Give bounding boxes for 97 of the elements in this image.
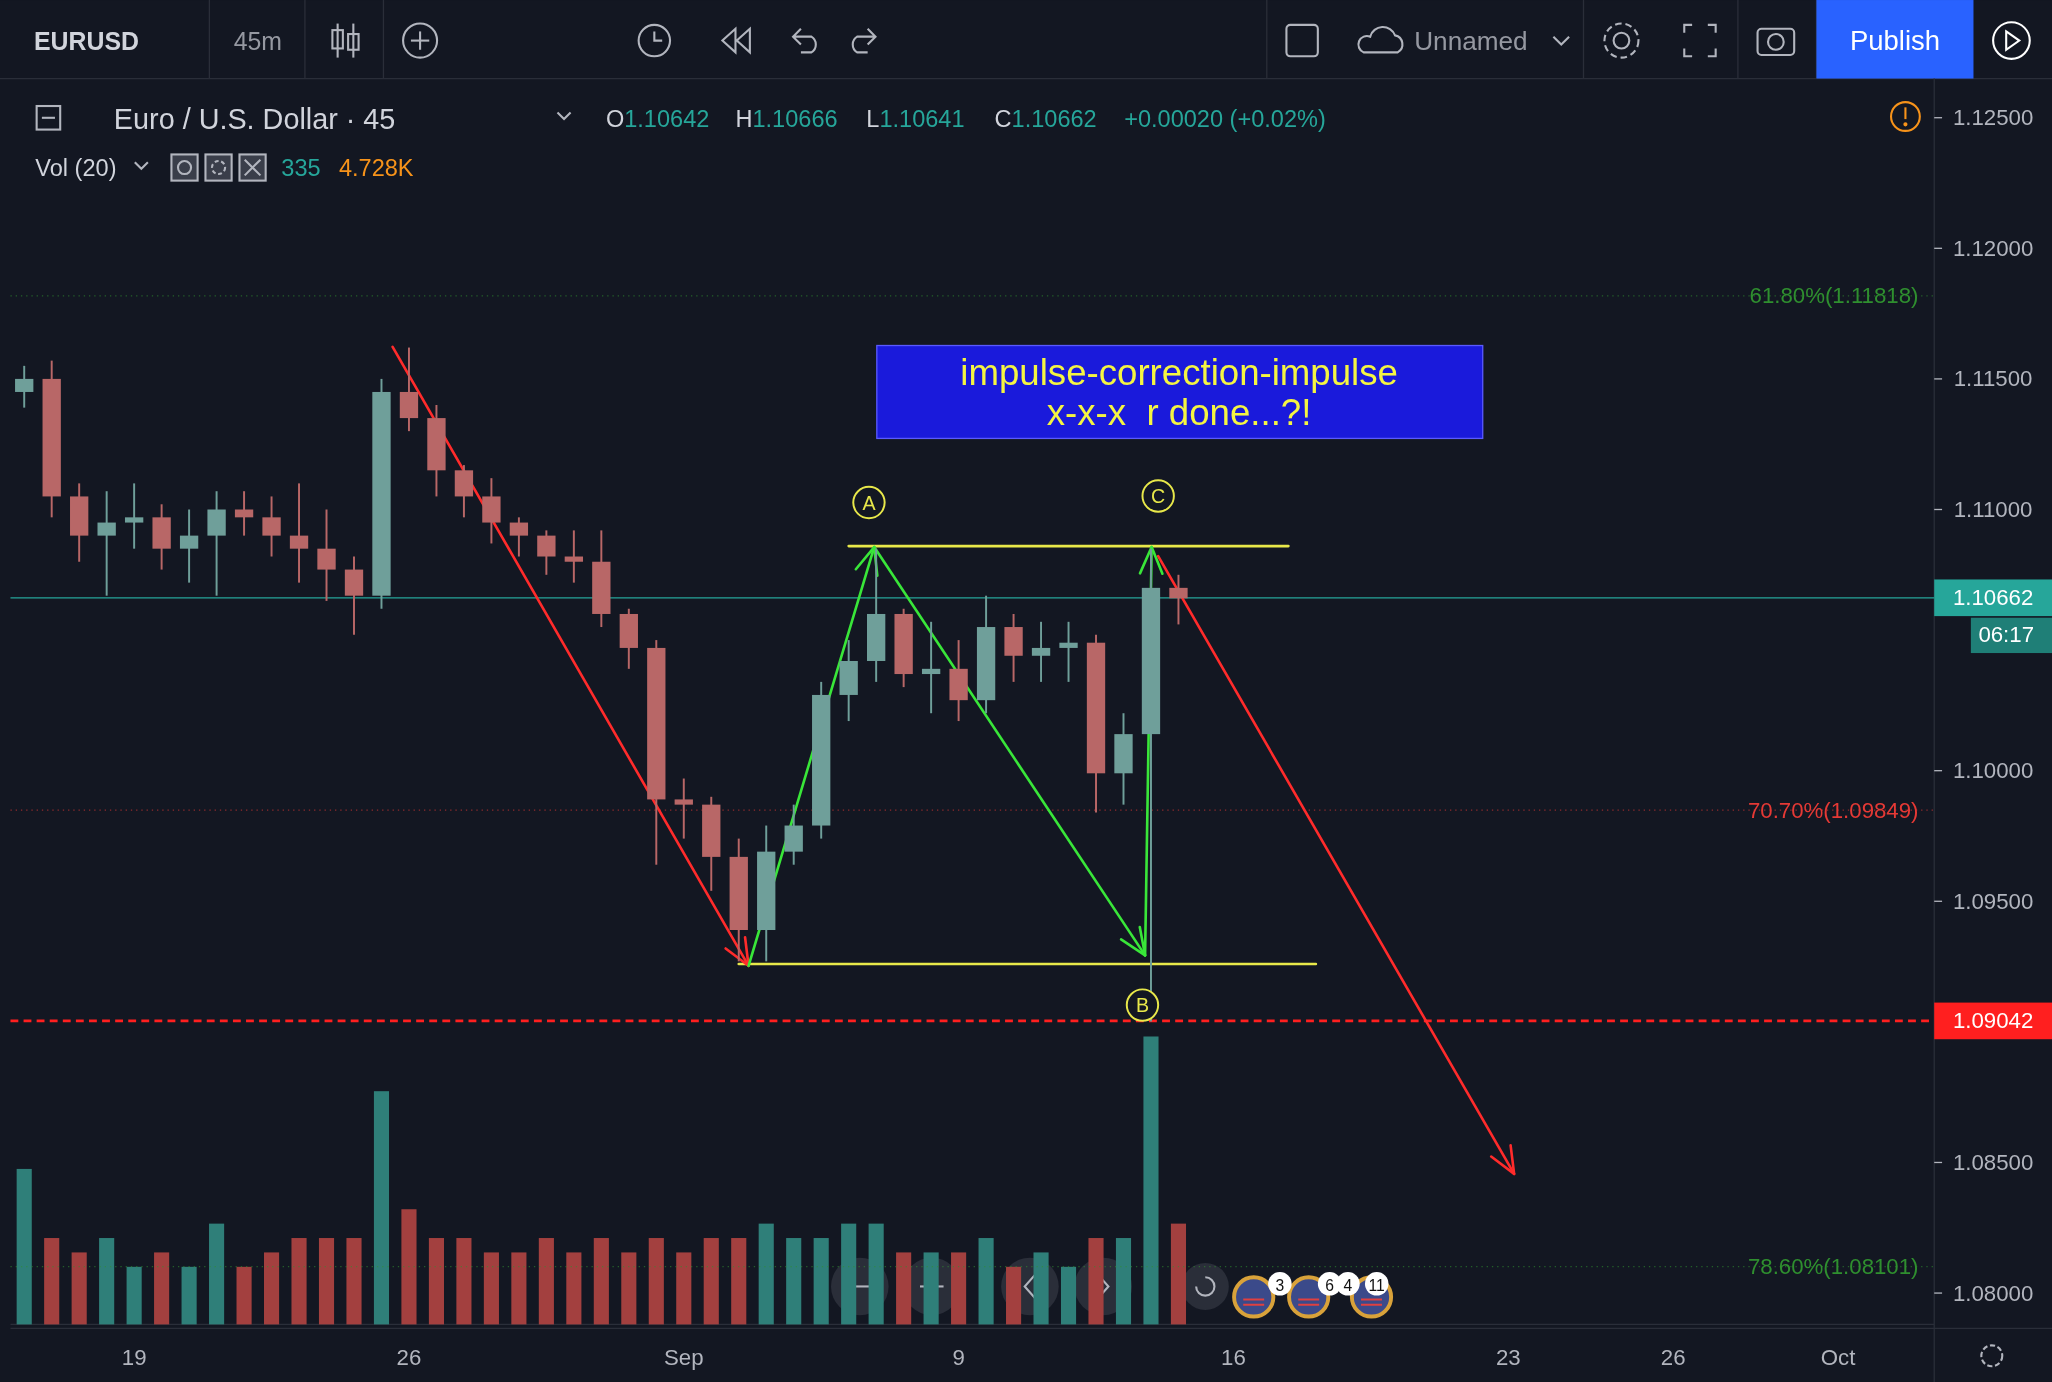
bar (566, 1252, 582, 1325)
x-tick-label: 26 (396, 1344, 422, 1370)
annotation: C1.10662 (994, 106, 1097, 133)
bar (71, 1252, 87, 1325)
bar (154, 1252, 170, 1325)
bar (676, 1252, 692, 1325)
annotation: O1.10642 (605, 106, 710, 133)
text: Unnamed (1414, 25, 1528, 56)
annotation: B (1135, 994, 1150, 1017)
y-tick-label: 1.11500 (1953, 366, 2033, 392)
annotation: Vol (20) (35, 154, 117, 181)
bar (456, 1238, 472, 1325)
candlestick (1169, 573, 1188, 626)
candlestick (124, 482, 144, 550)
x-tick-label: 23 (1495, 1344, 1521, 1370)
y-tick-label: 1.12500 (1952, 105, 2034, 131)
annotation: 4.728K (338, 154, 414, 181)
bar (1115, 1238, 1132, 1325)
bar (648, 1238, 664, 1325)
x-tick-label: 16 (1221, 1344, 1246, 1370)
annotation: L1.10641 (866, 106, 965, 133)
text: Publish (1849, 25, 1941, 57)
bar (483, 1252, 499, 1325)
bar (236, 1266, 252, 1325)
annotation: +0.00020 (+0.02%) (1124, 106, 1326, 133)
y-tick-label: 1.08000 (1952, 1280, 2034, 1306)
x-tick-label: 9 (952, 1344, 965, 1370)
annotation: impulse-correction-impulse x-x-x r done...?! (960, 351, 1398, 434)
bar (1006, 1266, 1022, 1325)
ref-line-label: 78.60%(1.08101) (1747, 1254, 1919, 1280)
bar (841, 1223, 857, 1325)
bar (318, 1238, 335, 1325)
candlestick (564, 529, 584, 584)
bar (621, 1252, 637, 1325)
bar (1170, 1223, 1187, 1325)
bar (346, 1238, 362, 1325)
bar (978, 1238, 994, 1325)
bar (428, 1238, 444, 1325)
y-tick-label: 1.09500 (1952, 888, 2034, 914)
bar (126, 1266, 142, 1325)
bar (538, 1238, 554, 1325)
bar (1088, 1238, 1104, 1325)
candlestick (1059, 620, 1078, 683)
bar (758, 1223, 774, 1325)
bar (1060, 1266, 1077, 1325)
candlestick (509, 516, 529, 558)
candlestick (97, 490, 116, 597)
annotation: C (1151, 485, 1166, 508)
bar (813, 1238, 829, 1325)
bar (1033, 1252, 1049, 1325)
bar (703, 1238, 719, 1325)
bar (593, 1238, 609, 1325)
bar (401, 1209, 417, 1325)
candlestick (262, 495, 281, 558)
bar (99, 1238, 115, 1325)
candlestick (537, 529, 556, 576)
ref-line-label: 1.09042 (1952, 1008, 2034, 1034)
candlestick (179, 508, 199, 584)
bar (181, 1266, 197, 1325)
candlestick (317, 508, 336, 602)
annotation: A (862, 491, 877, 514)
bar (868, 1223, 884, 1325)
candlestick (674, 777, 693, 840)
ref-line-label: 61.80%(1.11818) (1749, 283, 1919, 309)
annotation: 335 (281, 154, 321, 181)
text: EURUSD (34, 26, 140, 55)
bar (209, 1223, 225, 1325)
bar (731, 1238, 747, 1325)
y-tick-label: 1.10000 (1952, 758, 2034, 784)
bar (16, 1168, 32, 1325)
bar (373, 1091, 390, 1325)
bar (263, 1252, 280, 1325)
bar (511, 1252, 527, 1325)
bar (1143, 1036, 1159, 1325)
annotation: 6 (1325, 1276, 1335, 1294)
text: 45m (233, 26, 282, 55)
bar (291, 1238, 307, 1325)
x-tick-label: Oct (1820, 1344, 1857, 1370)
text: 06:17 (1978, 622, 2035, 648)
ref-line-label: 1.10662 (1952, 585, 2034, 611)
y-tick-label: 1.12000 (1952, 235, 2034, 261)
y-tick-label: 1.08500 (1952, 1149, 2034, 1175)
candlestick (921, 620, 941, 715)
x-tick-label: 19 (121, 1344, 147, 1370)
annotation: H1.10666 (735, 106, 838, 133)
annotation: 3 (1275, 1276, 1285, 1294)
candlestick (289, 482, 309, 584)
bar (44, 1238, 60, 1325)
x-tick-label: 26 (1660, 1344, 1686, 1370)
annotation: 4 (1343, 1276, 1353, 1294)
candlestick (15, 364, 34, 409)
text: Euro / U.S. Dollar · 45 (113, 103, 396, 136)
bar (786, 1238, 802, 1325)
y-tick-label: 1.11000 (1953, 497, 2033, 522)
candlestick (1031, 620, 1051, 683)
x-tick-label: Sep (664, 1344, 704, 1370)
ref-line-label: 70.70%(1.09849) (1747, 797, 1919, 823)
